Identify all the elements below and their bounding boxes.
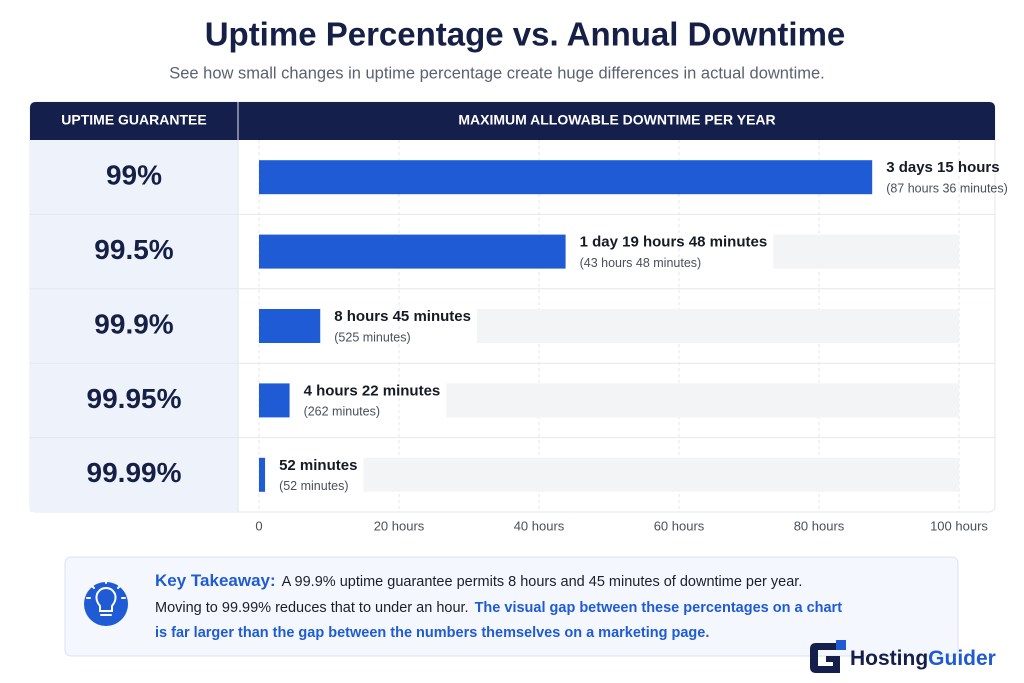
category-column (30, 140, 238, 512)
value-detail: (262 minutes) (304, 405, 380, 419)
logo-part: Guider (928, 647, 996, 670)
rows: 99% 3 days 15 hours (87 hours 36 minutes) 9… (30, 159, 1008, 493)
x-tick-label: 20 hours (374, 518, 425, 533)
value-label: 4 hours 22 minutes (304, 382, 441, 399)
takeaway-text: Moving to 99.99% reduces that to under a… (155, 600, 469, 616)
category-label: 99.9% (94, 308, 173, 339)
logo-text: HostingGuider (850, 647, 996, 670)
x-tick-label: 100 hours (930, 518, 988, 533)
bar (259, 457, 266, 492)
logo-part: Hosting (850, 647, 928, 670)
value-label: 1 day 19 hours 48 minutes (580, 234, 768, 251)
takeaway-line: Moving to 99.99% reduces that to under a… (155, 600, 842, 616)
bar (259, 234, 566, 269)
logo-mark-accent (836, 640, 846, 650)
bulb-icon (84, 582, 128, 626)
bar (259, 309, 321, 343)
value-header: MAXIMUM ALLOWABLE DOWNTIME PER YEAR (458, 112, 775, 128)
bulb-glyph (86, 579, 126, 616)
category-header: UPTIME GUARANTEE (61, 112, 206, 128)
x-tick-label: 0 (255, 518, 262, 533)
logo: HostingGuider (810, 640, 996, 673)
x-tick-label: 80 hours (794, 518, 845, 533)
value-detail: (52 minutes) (279, 479, 348, 493)
category-label: 99.5% (94, 234, 173, 265)
bar-track (363, 457, 959, 492)
category-label: 99.99% (87, 457, 182, 488)
value-label: 8 hours 45 minutes (334, 308, 471, 325)
x-tick-label: 40 hours (514, 518, 565, 533)
chart-title: Uptime Percentage vs. Annual Downtime (205, 16, 846, 53)
takeaway-box (64, 556, 959, 657)
value-label: 52 minutes (279, 457, 357, 474)
x-tick-label: 60 hours (654, 518, 705, 533)
value-detail: (525 minutes) (334, 330, 410, 344)
takeaway-line: Key Takeaway: A 99.9% uptime guarantee pe… (155, 571, 802, 590)
takeaway-heading: Key Takeaway: (155, 571, 276, 590)
category-label: 99% (106, 160, 162, 191)
value-detail: (87 hours 36 minutes) (886, 181, 1008, 195)
category-label: 99.95% (87, 383, 182, 414)
logo-mark (810, 643, 843, 673)
bar-track (773, 234, 959, 269)
bar-track (476, 309, 959, 343)
bar (259, 383, 290, 418)
value-label: 3 days 15 hours (886, 159, 999, 176)
takeaway-highlight: The visual gap between these percentages… (475, 600, 843, 616)
bar-track (446, 383, 959, 418)
chart-subtitle: See how small changes in uptime percenta… (169, 64, 825, 82)
takeaway-highlight: is far larger than the gap between the n… (155, 625, 709, 641)
takeaway-text: A 99.9% uptime guarantee permits 8 hours… (282, 574, 803, 590)
bar (259, 160, 873, 195)
value-detail: (43 hours 48 minutes) (580, 256, 702, 270)
header-row (30, 102, 995, 140)
